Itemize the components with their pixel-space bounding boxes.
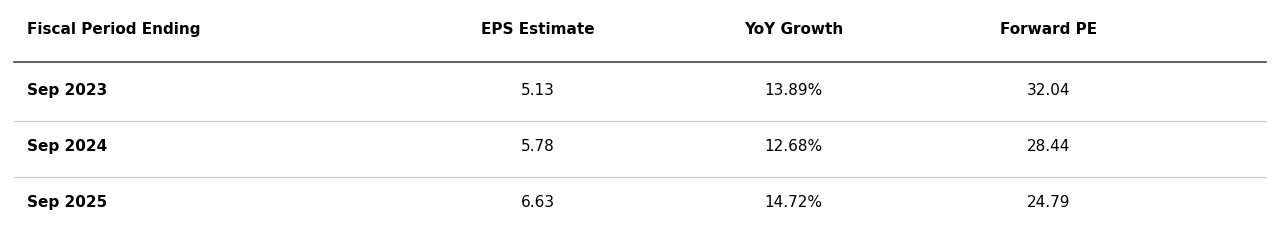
Text: Sep 2025: Sep 2025 <box>27 195 108 210</box>
Text: 28.44: 28.44 <box>1027 139 1070 154</box>
Text: Forward PE: Forward PE <box>1000 22 1097 37</box>
Text: EPS Estimate: EPS Estimate <box>481 22 595 37</box>
Text: 5.13: 5.13 <box>521 83 554 98</box>
Text: Sep 2024: Sep 2024 <box>27 139 108 154</box>
Text: 6.63: 6.63 <box>521 195 556 210</box>
Text: 24.79: 24.79 <box>1027 195 1070 210</box>
Text: 12.68%: 12.68% <box>764 139 822 154</box>
Text: 5.78: 5.78 <box>521 139 554 154</box>
Text: Fiscal Period Ending: Fiscal Period Ending <box>27 22 201 37</box>
Text: Sep 2023: Sep 2023 <box>27 83 108 98</box>
Text: 13.89%: 13.89% <box>764 83 822 98</box>
Text: YoY Growth: YoY Growth <box>744 22 844 37</box>
Text: 32.04: 32.04 <box>1027 83 1070 98</box>
Text: 14.72%: 14.72% <box>764 195 822 210</box>
